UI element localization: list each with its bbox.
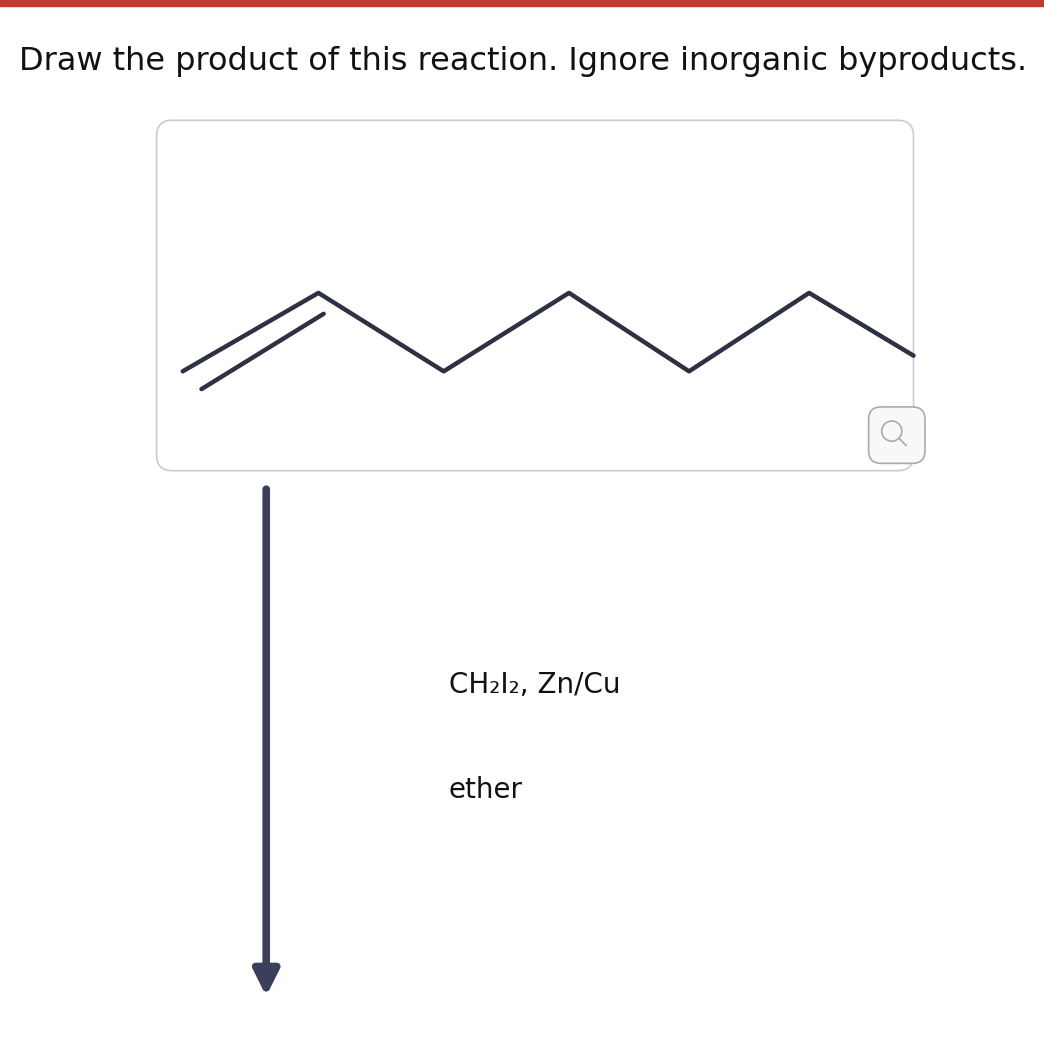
Bar: [0, 0, 1044, 6]
FancyBboxPatch shape: [869, 407, 925, 463]
Text: ether: ether: [449, 776, 523, 803]
Text: Draw the product of this reaction. Ignore inorganic byproducts.: Draw the product of this reaction. Ignor…: [19, 46, 1027, 77]
FancyBboxPatch shape: [157, 120, 914, 471]
Text: CH₂I₂, Zn/Cu: CH₂I₂, Zn/Cu: [449, 672, 620, 699]
